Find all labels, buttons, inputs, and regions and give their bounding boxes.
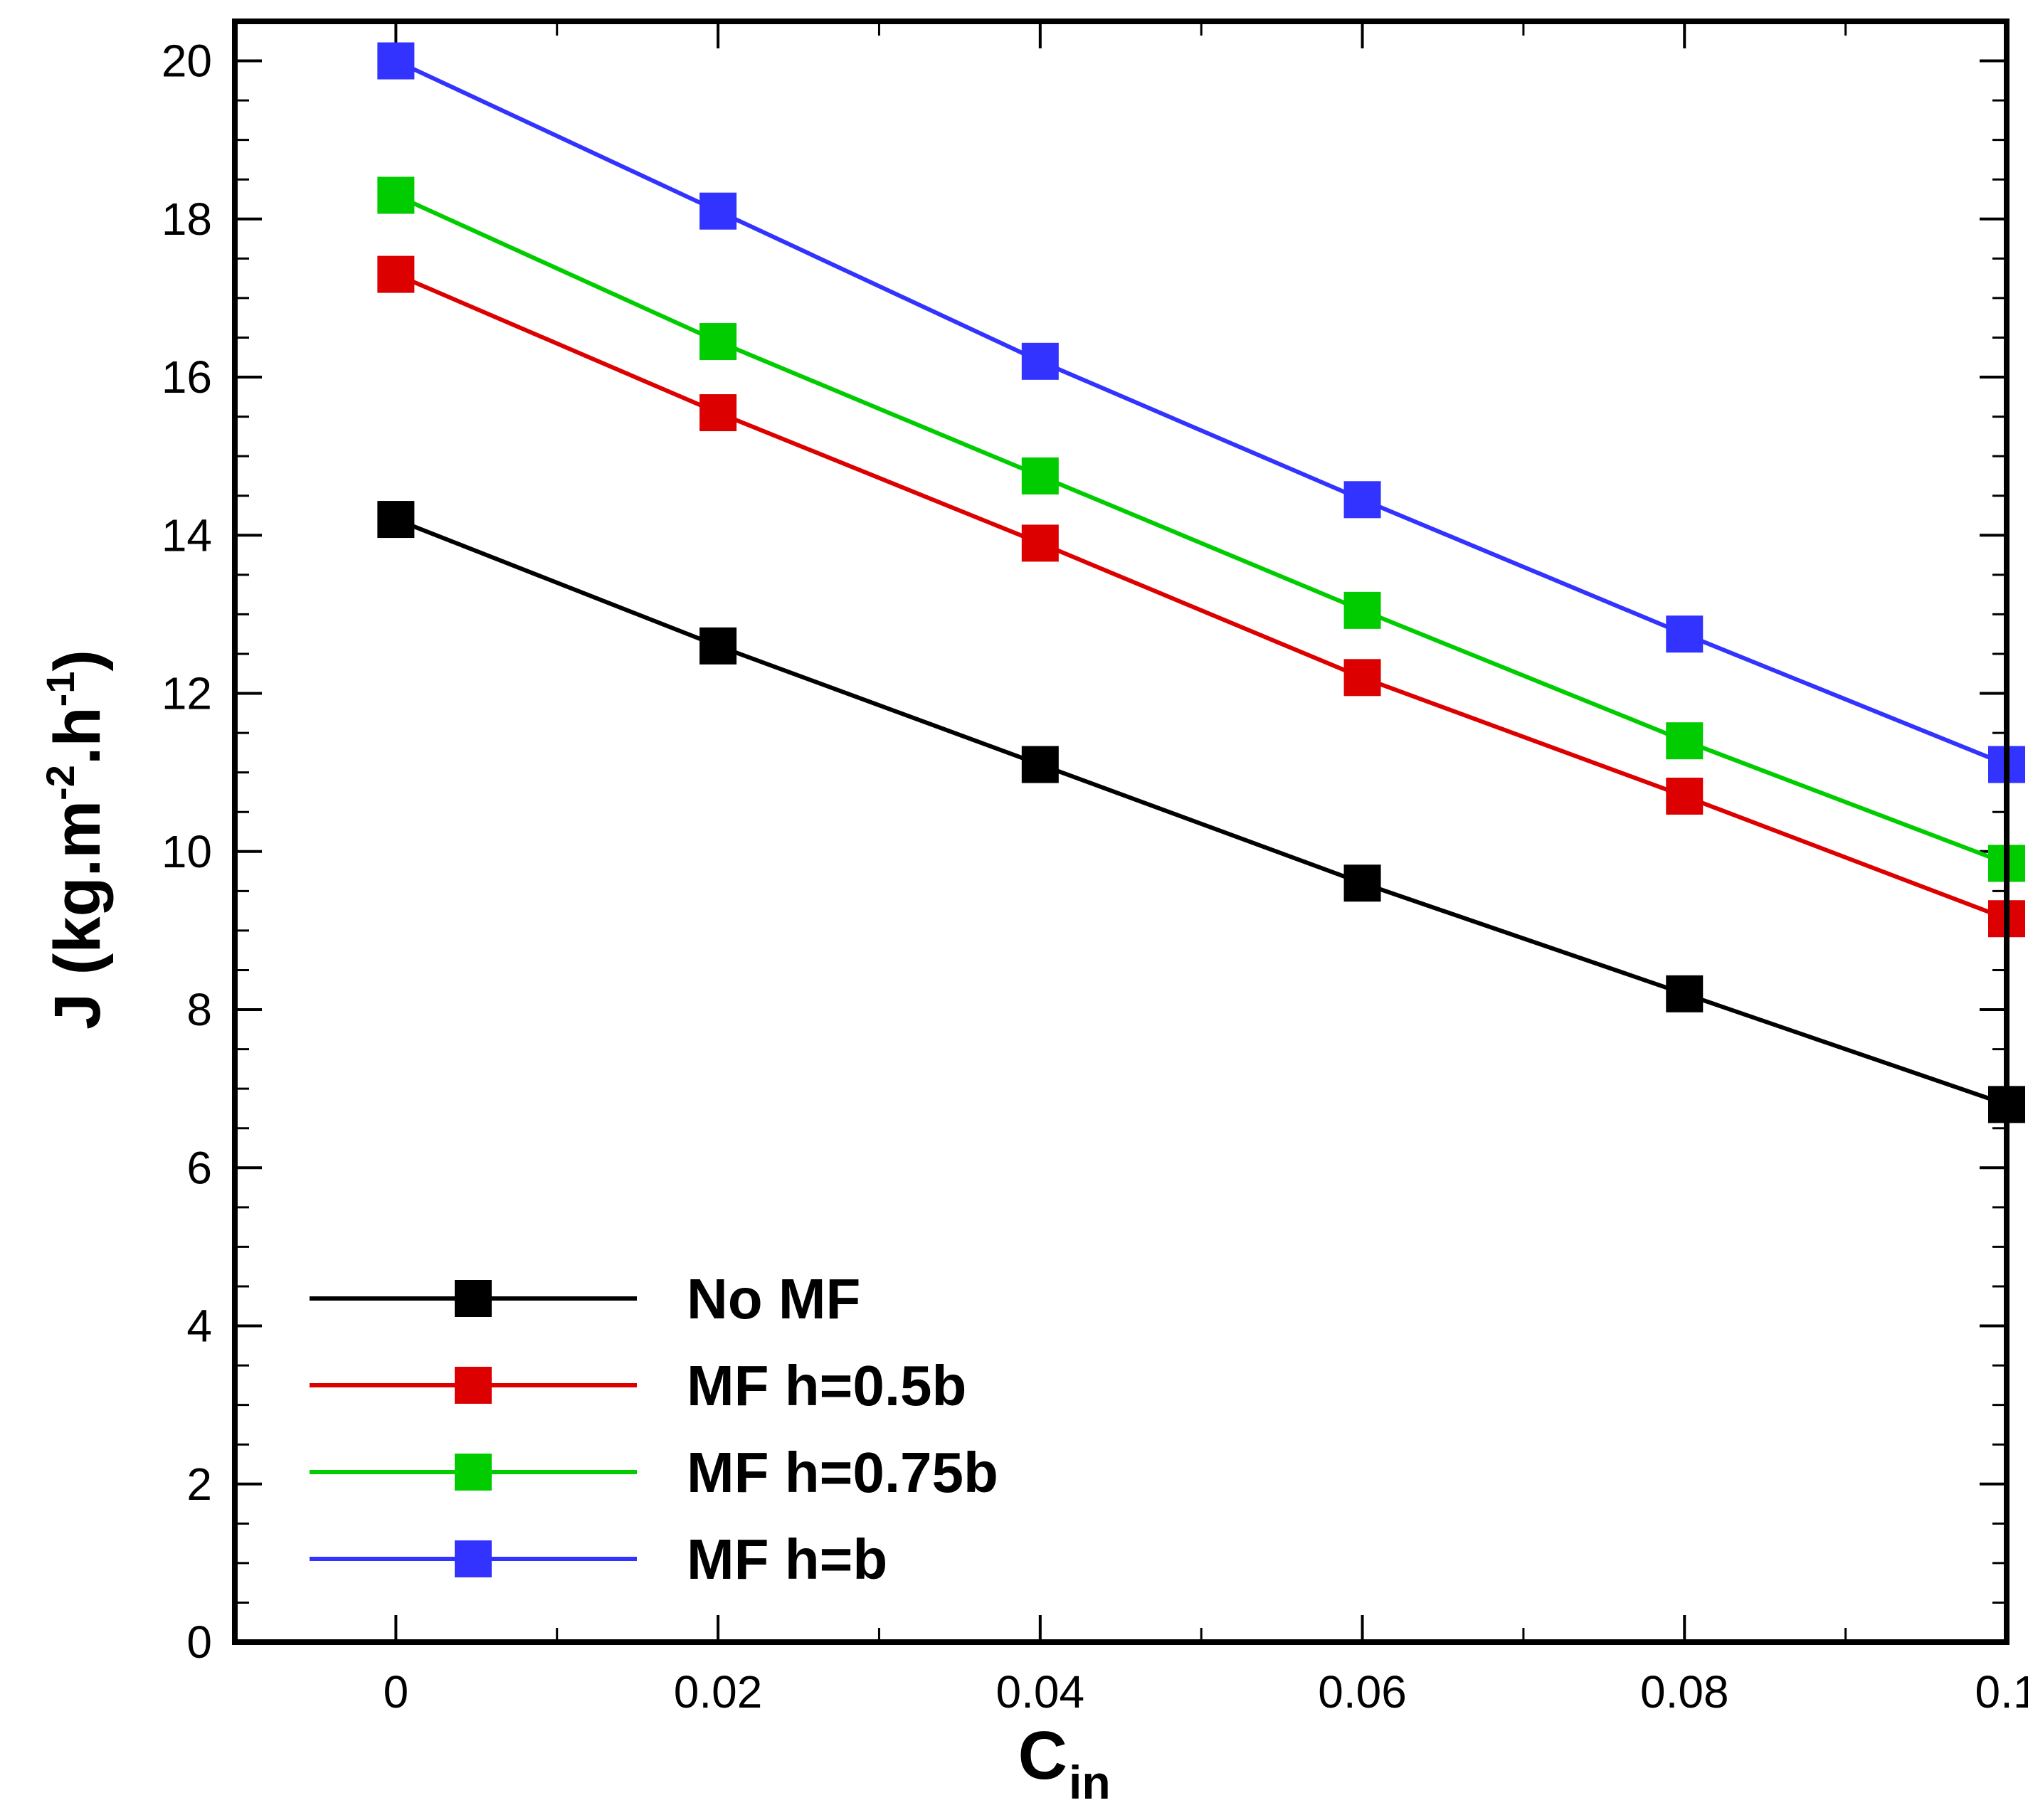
- x-axis-title: C: [1018, 1718, 1067, 1794]
- legend-marker: [455, 1540, 492, 1577]
- legend-marker: [455, 1454, 492, 1491]
- y-tick-label: 18: [162, 194, 212, 245]
- data-point: [1343, 591, 1381, 629]
- data-point: [699, 394, 737, 432]
- data-point: [1666, 722, 1704, 760]
- series-3: [377, 42, 2025, 783]
- y-tick-label: 10: [162, 826, 212, 877]
- data-point: [377, 255, 415, 293]
- x-tick-label: 0.04: [996, 1666, 1085, 1718]
- x-axis-title-subscript: in: [1069, 1756, 1111, 1809]
- legend-item: MF h=0.5b: [310, 1354, 966, 1417]
- y-tick-label: 6: [186, 1142, 212, 1193]
- y-axis-title: J (kg.m-2.h-1): [38, 650, 114, 1030]
- data-point: [377, 176, 415, 214]
- y-tick-label: 20: [162, 36, 212, 87]
- data-point: [1666, 777, 1704, 815]
- legend-item: No MF: [310, 1267, 860, 1330]
- y-tick-label: 8: [186, 984, 212, 1035]
- series-line: [395, 272, 2008, 921]
- y-tick-label: 14: [162, 509, 212, 561]
- legend-label: MF h=0.75b: [687, 1441, 998, 1504]
- y-tick-label: 4: [186, 1301, 212, 1352]
- data-point: [699, 627, 737, 665]
- series-line: [395, 517, 2007, 1107]
- data-point: [699, 323, 737, 361]
- legend-label: No MF: [687, 1267, 860, 1330]
- plot-frame: [232, 18, 2009, 1645]
- legend-label: MF h=b: [687, 1528, 887, 1591]
- y-tick-label: 0: [186, 1617, 212, 1668]
- data-point: [1343, 481, 1381, 519]
- legend-item: MF h=0.75b: [310, 1441, 998, 1504]
- x-tick-label: 0.02: [674, 1666, 763, 1718]
- data-point: [1021, 342, 1059, 380]
- data-point: [377, 42, 415, 80]
- x-tick-label: 0: [384, 1666, 409, 1718]
- legend: No MF MF h=0.5b MF h=0.75b MF h=b: [310, 1267, 998, 1591]
- y-tick-label: 16: [162, 351, 212, 403]
- data-point: [1021, 746, 1059, 783]
- series-2: [377, 176, 2025, 882]
- series-1: [377, 255, 2025, 938]
- series-line: [395, 193, 2008, 866]
- data-point: [1343, 659, 1381, 697]
- legend-label: MF h=0.5b: [687, 1354, 966, 1417]
- data-point: [1021, 457, 1059, 494]
- legend-marker: [455, 1280, 492, 1317]
- series-0: [377, 501, 2025, 1123]
- x-tick-label: 0.06: [1318, 1666, 1407, 1718]
- y-tick-label: 2: [186, 1459, 212, 1510]
- x-tick-label: 0.1: [1975, 1666, 2028, 1718]
- legend-item: MF h=b: [310, 1528, 887, 1591]
- series-layer: [377, 42, 2025, 1123]
- data-point: [699, 192, 737, 230]
- x-tick-label: 0.08: [1640, 1666, 1729, 1718]
- data-point: [1666, 615, 1704, 653]
- data-point: [1343, 864, 1381, 902]
- ticks-layer: 0 2 4 6 8 10 12 14 16 18 20 0 0.02 0.04 0.06 0.08 0.1: [162, 21, 2028, 1718]
- legend-marker: [455, 1367, 492, 1404]
- y-tick-label: 12: [162, 668, 212, 719]
- data-point: [1021, 524, 1059, 562]
- series-line: [395, 58, 2008, 767]
- data-point: [1666, 975, 1704, 1012]
- data-point: [377, 501, 415, 539]
